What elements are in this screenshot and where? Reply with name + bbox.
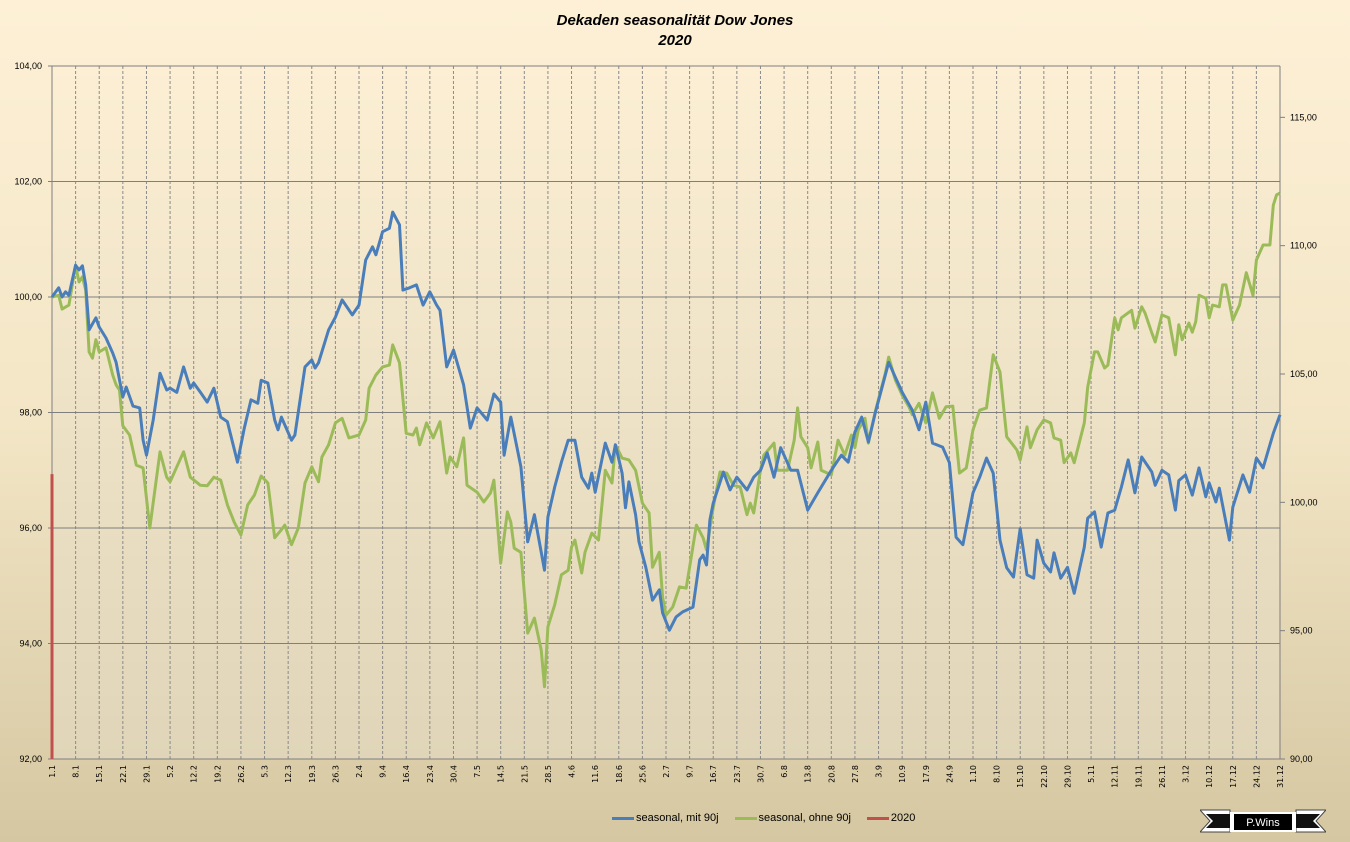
x-tick-label: 29.1 <box>142 765 151 783</box>
x-tick-label: 28.5 <box>544 765 553 783</box>
right-tick-label: 105,00 <box>1290 369 1318 379</box>
left-tick-label: 96,00 <box>19 523 42 533</box>
x-tick-label: 7.5 <box>473 765 482 778</box>
x-tick-label: 15.1 <box>95 765 104 783</box>
legend-swatch-green <box>734 816 757 820</box>
x-axis: 1.1 8.1 15.1 22.1 29.1 5.2 12.2 19.2 26.2 5.3 12.3… <box>48 758 1285 788</box>
x-tick-label: 19.3 <box>308 765 317 783</box>
legend-swatch-red <box>866 816 889 820</box>
x-tick-label: 9.4 <box>379 765 388 778</box>
x-tick-label: 26.11 <box>1158 765 1167 788</box>
legend-item-ohne-90j: seasonal, ohne 90j <box>734 812 851 824</box>
right-tick-label: 115,00 <box>1290 112 1317 122</box>
x-tick-label: 26.2 <box>237 765 246 783</box>
right-tick-label: 95,00 <box>1290 626 1313 636</box>
x-tick-label: 19.2 <box>213 765 222 783</box>
left-axis: 92,00 94,00 96,00 98,00 100,00 102,00 104,00 <box>14 61 53 764</box>
x-tick-label: 12.3 <box>284 765 293 783</box>
legend-label: 2020 <box>890 812 916 824</box>
x-tick-label: 9.7 <box>686 765 695 778</box>
left-tick-label: 102,00 <box>14 177 42 187</box>
x-tick-label: 19.11 <box>1134 765 1143 788</box>
left-tick-label: 94,00 <box>19 639 42 649</box>
x-tick-label: 5.11 <box>1087 765 1096 783</box>
legend-label: seasonal, mit 90j <box>636 812 719 824</box>
right-tick-label: 110,00 <box>1290 241 1317 251</box>
x-tick-label: 3.9 <box>875 765 884 778</box>
pwins-logo: P.Wins <box>1200 809 1326 833</box>
logo-text: P.Wins <box>1246 817 1280 829</box>
x-tick-label: 25.6 <box>638 765 647 783</box>
x-tick-label: 8.10 <box>993 765 1002 783</box>
x-tick-label: 13.8 <box>804 765 813 783</box>
series-line-ohne-90j <box>51 191 1281 689</box>
x-tick-label: 26.3 <box>331 765 340 783</box>
left-tick-label: 104,00 <box>14 61 42 71</box>
x-tick-label: 5.3 <box>261 765 270 778</box>
x-tick-label: 22.1 <box>119 765 128 783</box>
x-tick-label: 16.4 <box>402 765 411 783</box>
x-tick-label: 5.2 <box>166 765 175 778</box>
x-tick-label: 2.7 <box>662 765 671 778</box>
series-lines <box>50 191 1282 759</box>
legend-swatch-blue <box>612 816 634 820</box>
x-tick-label: 12.2 <box>190 765 199 783</box>
x-tick-label: 31.12 <box>1276 765 1285 788</box>
x-tick-label: 23.7 <box>733 765 742 783</box>
x-tick-label: 1.10 <box>969 765 978 783</box>
left-tick-label: 92,00 <box>19 754 42 764</box>
x-tick-label: 3.12 <box>1182 765 1191 783</box>
x-tick-label: 10.9 <box>898 765 907 783</box>
x-tick-label: 17.9 <box>922 765 931 783</box>
legend: seasonal, mit 90j seasonal, ohne 90j 202… <box>612 812 915 824</box>
legend-item-2020: 2020 <box>866 812 916 824</box>
chart-title: Dekaden seasonalität Dow Jones <box>556 12 794 29</box>
left-tick-label: 98,00 <box>19 408 42 418</box>
x-tick-label: 29.10 <box>1063 765 1072 788</box>
x-tick-label: 11.6 <box>591 765 600 783</box>
x-tick-label: 22.10 <box>1040 765 1049 788</box>
x-tick-label: 12.11 <box>1111 765 1120 788</box>
x-tick-label: 23.4 <box>426 765 435 783</box>
x-tick-label: 16.7 <box>709 765 718 783</box>
right-tick-label: 100,00 <box>1290 497 1318 507</box>
x-tick-label: 6.8 <box>780 765 789 778</box>
x-tick-label: 30.4 <box>449 765 458 783</box>
x-tick-label: 24.9 <box>945 765 954 783</box>
legend-item-mit-90j: seasonal, mit 90j <box>612 812 719 824</box>
x-tick-label: 24.12 <box>1252 765 1261 788</box>
x-tick-label: 27.8 <box>851 765 860 783</box>
left-tick-label: 100,00 <box>14 292 42 302</box>
x-tick-label: 21.5 <box>520 765 529 783</box>
x-tick-label: 15.10 <box>1016 765 1025 788</box>
series-line-mit-90j <box>50 210 1282 632</box>
x-tick-label: 4.6 <box>568 765 577 778</box>
right-tick-label: 90,00 <box>1290 754 1313 764</box>
x-tick-label: 10.12 <box>1205 765 1214 788</box>
x-tick-label: 30.7 <box>756 765 765 783</box>
x-tick-label: 8.1 <box>72 765 81 778</box>
x-tick-label: 20.8 <box>827 765 836 783</box>
x-tick-label: 1.1 <box>48 765 57 778</box>
x-tick-label: 14.5 <box>497 765 506 783</box>
legend-label: seasonal, ohne 90j <box>758 812 851 824</box>
x-tick-label: 17.12 <box>1229 765 1238 788</box>
chart-subtitle: 2020 <box>658 32 692 49</box>
right-axis: 90,00 95,00 100,00 105,00 110,00 115,00 <box>1279 66 1318 764</box>
x-tick-label: 2.4 <box>355 765 364 778</box>
x-tick-label: 18.6 <box>615 765 624 783</box>
